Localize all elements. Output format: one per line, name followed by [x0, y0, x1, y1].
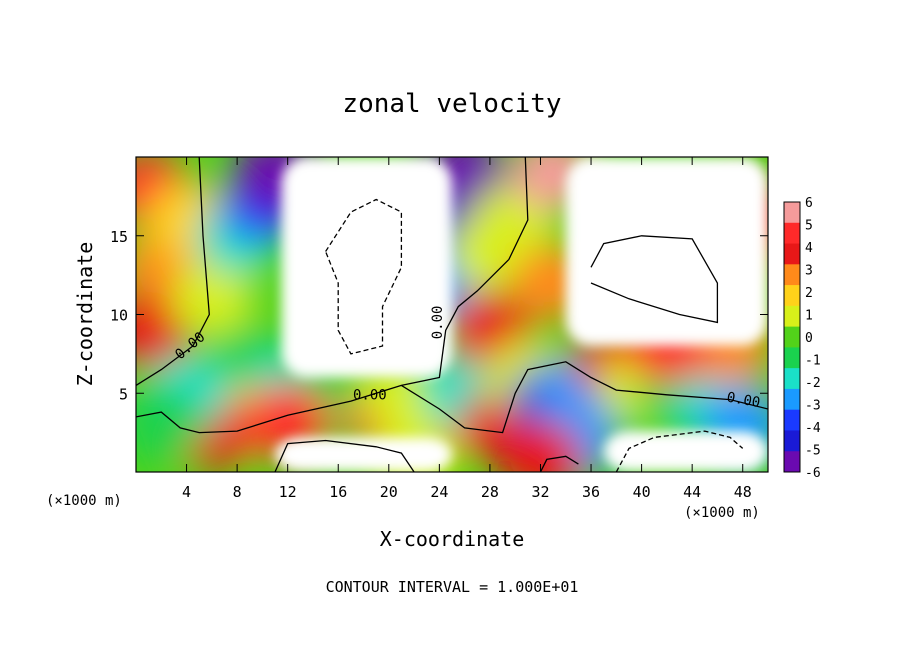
contour-label-2: 0.00 — [430, 306, 446, 340]
colorbar-label-7: -1 — [805, 354, 821, 369]
field-blob-44 — [136, 386, 204, 463]
colorbar-swatch-3 — [784, 264, 800, 286]
x-tick-label-10: 44 — [683, 483, 701, 501]
colorbar-swatch-11 — [784, 430, 800, 452]
chart-title: zonal velocity — [342, 89, 561, 119]
y-axis: 5 10 15 — [110, 228, 768, 403]
colorbar-swatch-6 — [784, 326, 800, 348]
colorbar-frame — [783, 201, 801, 473]
x-unit-left: (×1000 m) — [46, 493, 122, 509]
y-axis-label: Z-coordinate — [73, 242, 97, 387]
colorbar-swatch-5 — [784, 305, 800, 328]
colorbar: 6 5 4 3 2 1 0 -1 -2 -3 -4 -5 -6 — [783, 196, 821, 481]
x-axis: 4 8 12 16 20 24 28 32 36 40 44 48 — [182, 157, 752, 501]
colorbar-label-6: 0 — [805, 331, 813, 346]
plot-area: 0.000.000.000.00 — [136, 157, 768, 472]
colorbar-label-0: 6 — [805, 196, 813, 211]
colorbar-label-9: -3 — [805, 399, 821, 414]
colorbar-label-12: -6 — [805, 466, 821, 481]
contour-zero-lower — [274, 439, 415, 472]
x-tick-label-6: 28 — [481, 483, 499, 501]
y-tick-label-0: 5 — [119, 385, 128, 403]
x-tick-label-8: 36 — [582, 483, 600, 501]
y-tick-label-1: 10 — [110, 307, 128, 325]
colorbar-swatch-7 — [784, 347, 800, 369]
field-blob-33 — [498, 421, 583, 472]
blank-region-lower-right — [603, 431, 768, 472]
x-tick-label-2: 12 — [279, 483, 297, 501]
x-tick-label-0: 4 — [182, 483, 191, 501]
colorbar-label-11: -5 — [805, 444, 821, 459]
colorbar-swatch-9 — [784, 388, 800, 411]
y-tick-label-2: 15 — [110, 228, 128, 246]
x-axis-label: X-coordinate — [380, 527, 525, 551]
colorbar-swatch-0 — [784, 202, 800, 224]
x-tick-label-3: 16 — [329, 483, 347, 501]
colorbar-swatch-2 — [784, 243, 800, 265]
colorbar-label-2: 4 — [805, 241, 813, 256]
colorbar-swatch-12 — [784, 451, 800, 473]
x-tick-label-5: 24 — [430, 483, 448, 501]
colorbar-label-4: 2 — [805, 286, 813, 301]
x-tick-label-4: 20 — [380, 483, 398, 501]
blank-region-upper-right — [565, 157, 768, 346]
colorbar-swatch-10 — [784, 409, 800, 431]
footer-note: CONTOUR INTERVAL = 1.000E+01 — [326, 578, 579, 596]
colorbar-swatch-1 — [784, 222, 800, 245]
contour-label-3: 0.00 — [725, 390, 761, 412]
contour-zero-right — [401, 361, 768, 434]
x-tick-label-7: 32 — [531, 483, 549, 501]
field-blob-4 — [169, 260, 254, 337]
blank-region-upper-left — [281, 157, 452, 378]
colorbar-label-3: 3 — [805, 264, 813, 279]
colorbar-swatch-8 — [784, 368, 800, 390]
contour-zero-left — [136, 157, 210, 386]
colorbar-label-1: 5 — [805, 219, 813, 234]
contour-zero-loop — [590, 235, 719, 324]
x-tick-label-11: 48 — [734, 483, 752, 501]
colorbar-swatch-4 — [784, 285, 800, 307]
colorbar-label-8: -2 — [805, 376, 821, 391]
x-tick-label-1: 8 — [233, 483, 242, 501]
x-unit-right: (×1000 m) — [684, 505, 760, 521]
contour-zero-bottom — [539, 455, 579, 472]
contour-negative-upper — [324, 198, 403, 355]
contour-label-1: 0.00 — [353, 388, 387, 404]
colorbar-label-10: -4 — [805, 421, 821, 436]
colorbar-label-5: 1 — [805, 309, 813, 324]
x-tick-label-9: 40 — [633, 483, 651, 501]
